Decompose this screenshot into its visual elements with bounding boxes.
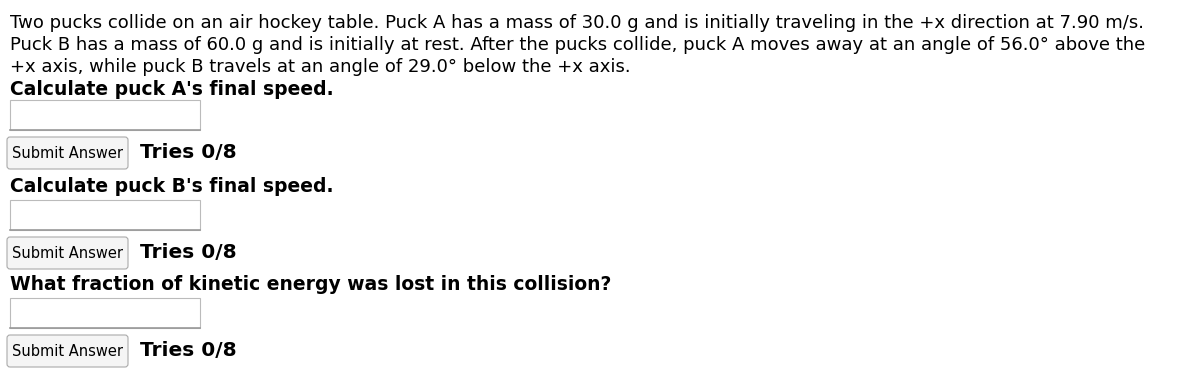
Bar — [10, 100, 200, 130]
Text: Submit Answer: Submit Answer — [12, 343, 124, 359]
Text: Submit Answer: Submit Answer — [12, 245, 124, 261]
FancyBboxPatch shape — [7, 237, 128, 269]
Bar — [10, 200, 200, 230]
Text: Tries 0/8: Tries 0/8 — [140, 144, 236, 162]
Bar — [10, 298, 200, 328]
Text: Puck B has a mass of 60.0 g and is initially at rest. After the pucks collide, p: Puck B has a mass of 60.0 g and is initi… — [10, 36, 1145, 54]
Text: Tries 0/8: Tries 0/8 — [140, 342, 236, 360]
Text: Tries 0/8: Tries 0/8 — [140, 244, 236, 262]
Text: Calculate puck B's final speed.: Calculate puck B's final speed. — [10, 177, 334, 196]
Text: Two pucks collide on an air hockey table. Puck A has a mass of 30.0 g and is ini: Two pucks collide on an air hockey table… — [10, 14, 1144, 32]
Text: +x axis, while puck B travels at an angle of 29.0° below the +x axis.: +x axis, while puck B travels at an angl… — [10, 58, 631, 76]
FancyBboxPatch shape — [7, 137, 128, 169]
Text: What fraction of kinetic energy was lost in this collision?: What fraction of kinetic energy was lost… — [10, 275, 611, 294]
Text: Submit Answer: Submit Answer — [12, 146, 124, 161]
Text: Calculate puck A's final speed.: Calculate puck A's final speed. — [10, 80, 334, 99]
FancyBboxPatch shape — [7, 335, 128, 367]
